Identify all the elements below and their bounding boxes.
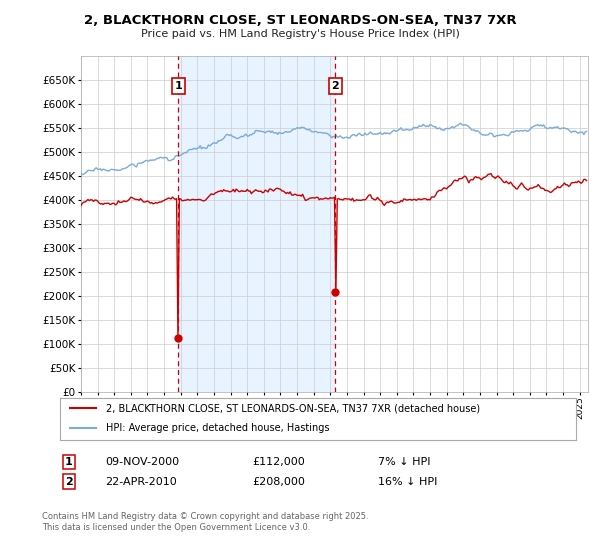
Text: £112,000: £112,000	[252, 457, 305, 467]
Text: 2, BLACKTHORN CLOSE, ST LEONARDS-ON-SEA, TN37 7XR (detached house): 2, BLACKTHORN CLOSE, ST LEONARDS-ON-SEA,…	[106, 403, 481, 413]
Text: Contains HM Land Registry data © Crown copyright and database right 2025.
This d: Contains HM Land Registry data © Crown c…	[42, 512, 368, 532]
Text: 1: 1	[65, 457, 73, 467]
Text: 2: 2	[332, 81, 340, 91]
Text: HPI: Average price, detached house, Hastings: HPI: Average price, detached house, Hast…	[106, 423, 330, 433]
Text: Price paid vs. HM Land Registry's House Price Index (HPI): Price paid vs. HM Land Registry's House …	[140, 29, 460, 39]
Text: 2, BLACKTHORN CLOSE, ST LEONARDS-ON-SEA, TN37 7XR: 2, BLACKTHORN CLOSE, ST LEONARDS-ON-SEA,…	[83, 14, 517, 27]
Text: 09-NOV-2000: 09-NOV-2000	[105, 457, 179, 467]
Text: 16% ↓ HPI: 16% ↓ HPI	[378, 477, 437, 487]
Text: 1: 1	[175, 81, 182, 91]
Text: £208,000: £208,000	[252, 477, 305, 487]
Bar	[178, 56, 335, 392]
Text: 2: 2	[65, 477, 73, 487]
Text: 22-APR-2010: 22-APR-2010	[105, 477, 177, 487]
Text: 7% ↓ HPI: 7% ↓ HPI	[378, 457, 431, 467]
